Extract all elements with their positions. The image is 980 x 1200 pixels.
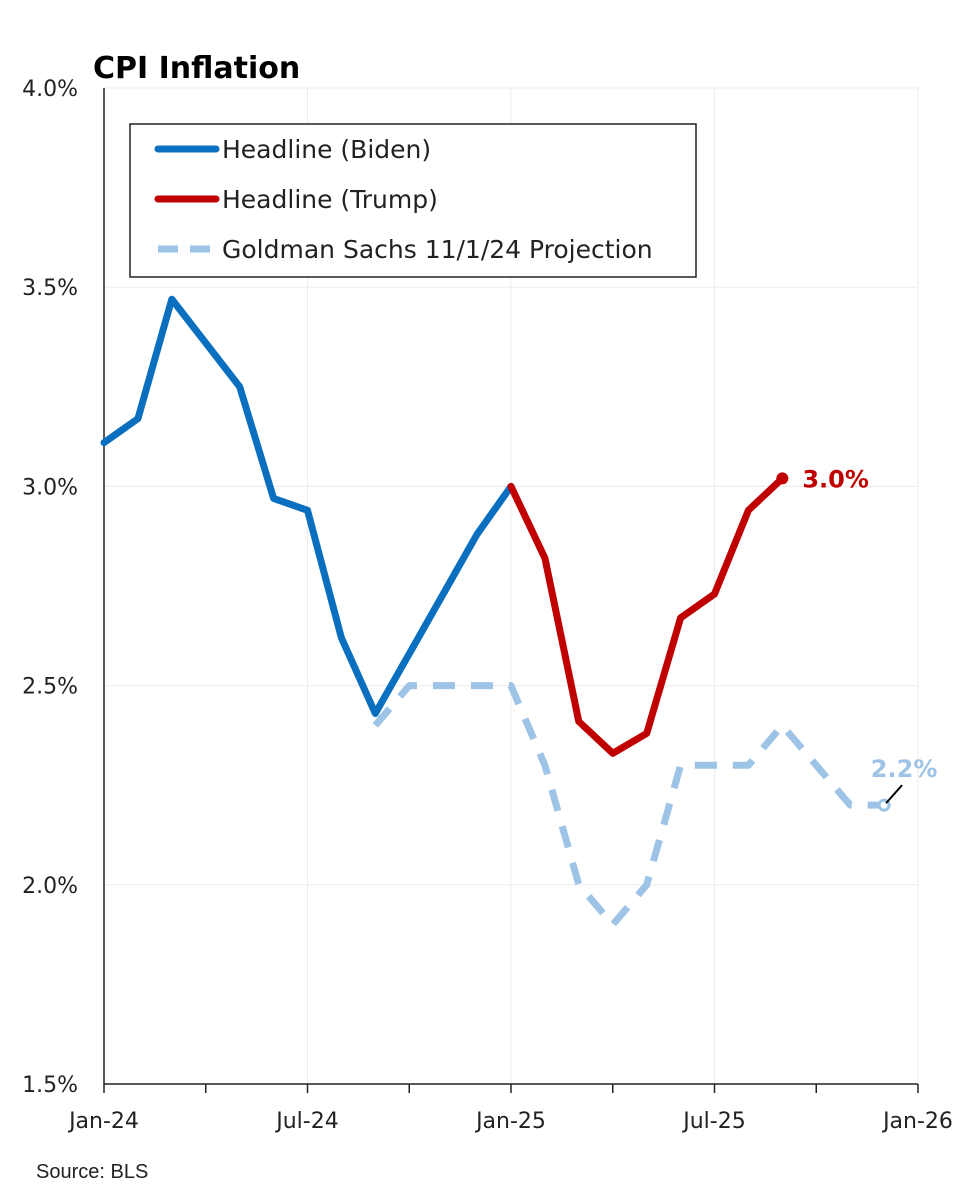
series-layer <box>100 295 885 929</box>
end-labels: 3.0% 2.2% <box>776 465 938 812</box>
y-tick-label: 1.5% <box>22 1073 78 1098</box>
y-tick-label: 4.0% <box>22 77 78 102</box>
series-line-0 <box>100 295 515 717</box>
projection-leader-line <box>885 784 903 804</box>
x-tick-label: Jan-25 <box>474 1109 546 1134</box>
x-tick-label: Jul-24 <box>274 1109 338 1134</box>
chart-title: CPI Inflation <box>93 51 300 86</box>
legend-label-1: Headline (Trump) <box>222 185 438 214</box>
source-note: Source: BLS <box>36 1161 148 1183</box>
y-tick-label: 3.5% <box>22 276 78 301</box>
axes: 1.5% 2.0% 2.5% 3.0% 3.5% 4.0% Jan-24 Jul-24 Jan-… <box>22 77 953 1134</box>
series-line-1 <box>507 474 786 757</box>
projection-end-label: 2.2% <box>871 755 938 783</box>
y-tick-label: 3.0% <box>22 475 78 500</box>
legend-box <box>129 123 697 278</box>
y-tick-label: 2.0% <box>22 874 78 899</box>
series-line-2 <box>372 682 885 929</box>
y-tick-label: 2.5% <box>22 675 78 700</box>
legend-label-0: Headline (Biden) <box>222 135 431 164</box>
x-tick-label: Jul-25 <box>681 1109 745 1134</box>
legend: Headline (Biden) Headline (Trump) Goldman … <box>129 123 697 278</box>
trump-end-label: 3.0% <box>802 465 869 493</box>
legend-label-2: Goldman Sachs 11/1/24 Projection <box>222 235 653 264</box>
x-tick-label: Jan-24 <box>67 1109 139 1134</box>
x-tick-label: Jan-26 <box>881 1109 953 1134</box>
trump-end-marker <box>776 472 789 485</box>
